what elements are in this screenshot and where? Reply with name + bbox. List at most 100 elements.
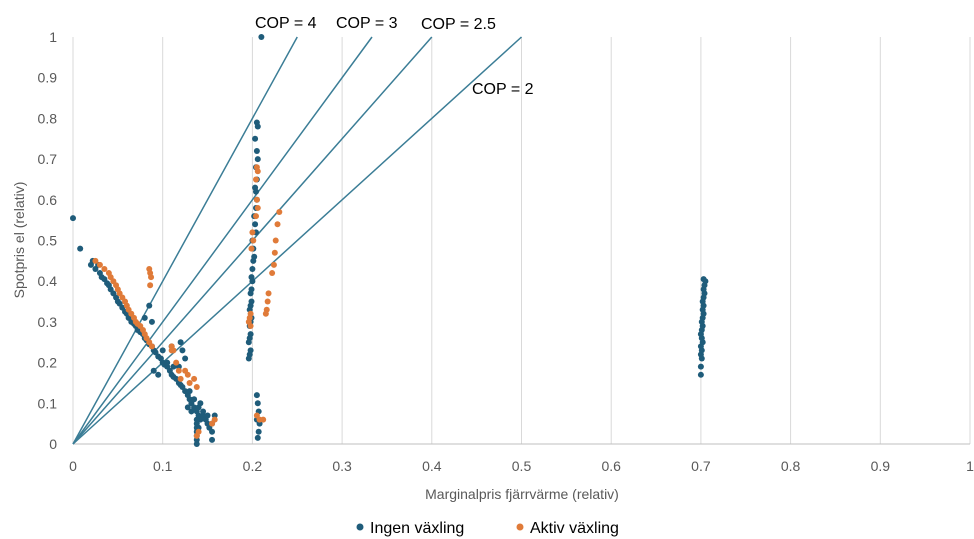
point-aktiv — [168, 347, 175, 354]
point-aktiv — [248, 245, 255, 252]
grid-lines — [162, 37, 971, 444]
point-aktiv — [254, 204, 261, 211]
point-aktiv — [186, 379, 193, 386]
cop-label: COP = 2.5 — [421, 16, 496, 33]
x-tick-label: 0.1 — [153, 458, 173, 474]
y-tick-label: 0 — [49, 436, 57, 452]
x-tick-label: 1 — [966, 458, 974, 474]
y-tick-label: 0.8 — [38, 110, 58, 126]
point-aktiv — [101, 265, 108, 272]
point-ingen — [253, 392, 260, 399]
point-aktiv — [253, 196, 260, 203]
point-ingen — [254, 123, 261, 130]
point-ingen — [159, 347, 166, 354]
y-axis-title: Spotpris el (relativ) — [11, 182, 27, 299]
y-tick-label: 0.6 — [38, 192, 58, 208]
point-ingen — [253, 147, 260, 154]
point-aktiv — [148, 343, 155, 350]
cop-line — [72, 36, 298, 445]
point-aktiv — [148, 274, 155, 281]
point-ingen — [155, 371, 162, 378]
point-ingen — [148, 318, 155, 325]
y-tick-label: 0.9 — [38, 70, 58, 86]
x-tick-label: 0.8 — [781, 458, 801, 474]
point-ingen — [254, 434, 261, 441]
y-tick-label: 0.2 — [38, 355, 58, 371]
cop-lines — [72, 36, 523, 445]
point-ingen — [204, 412, 211, 419]
x-axis-title: Marginalpris fjärrvärme (relativ) — [425, 486, 619, 502]
point-ingen — [245, 355, 252, 362]
point-ingen — [245, 339, 252, 346]
point-aktiv — [184, 371, 191, 378]
legend-label-aktiv: Aktiv växling — [530, 520, 619, 537]
point-aktiv — [247, 322, 254, 329]
cop-label: COP = 4 — [255, 15, 317, 32]
series-ingen-vaxling — [70, 34, 709, 447]
point-ingen — [77, 245, 84, 252]
cop-line — [72, 36, 523, 445]
point-ingen — [254, 400, 261, 407]
point-aktiv — [252, 213, 259, 220]
point-aktiv — [96, 261, 103, 268]
point-ingen — [193, 441, 200, 447]
point-aktiv — [177, 375, 184, 382]
point-ingen — [209, 436, 216, 443]
x-tick-label: 0.5 — [512, 458, 532, 474]
cop-line — [72, 36, 373, 445]
point-ingen — [191, 396, 198, 403]
point-aktiv — [249, 229, 256, 236]
point-aktiv — [193, 384, 200, 391]
cop-label: COP = 3 — [336, 15, 398, 32]
point-aktiv — [173, 359, 180, 366]
point-ingen — [249, 278, 256, 285]
point-aktiv — [269, 270, 276, 277]
point-aktiv — [276, 209, 283, 216]
point-aktiv — [264, 298, 271, 305]
point-ingen — [255, 428, 262, 435]
legend-marker-aktiv — [516, 523, 524, 531]
series-aktiv-vaxling — [92, 164, 283, 439]
x-tick-label: 0.7 — [691, 458, 711, 474]
point-ingen — [184, 404, 191, 411]
y-tick-label: 1 — [49, 29, 57, 45]
y-tick-labels: 0 0.1 0.2 0.3 0.4 0.5 0.6 0.7 0.8 0.9 1 — [38, 29, 58, 452]
point-ingen — [700, 276, 707, 283]
cop-label: COP = 2 — [472, 81, 534, 98]
point-aktiv — [211, 416, 218, 423]
point-aktiv — [92, 257, 99, 264]
point-aktiv — [260, 416, 267, 423]
y-tick-label: 0.3 — [38, 314, 58, 330]
point-ingen — [200, 408, 207, 415]
point-ingen — [249, 265, 256, 272]
point-aktiv — [272, 237, 279, 244]
point-aktiv — [147, 282, 154, 289]
point-aktiv — [254, 168, 261, 175]
point-ingen — [141, 314, 148, 321]
point-ingen — [252, 221, 259, 228]
point-ingen — [252, 135, 259, 142]
point-ingen — [697, 371, 704, 378]
y-tick-label: 0.1 — [38, 395, 58, 411]
point-ingen — [250, 257, 257, 264]
y-tick-label: 0.4 — [38, 273, 58, 289]
point-ingen — [70, 215, 76, 222]
point-ingen — [209, 428, 216, 435]
point-aktiv — [274, 221, 281, 228]
point-aktiv — [262, 310, 269, 317]
legend: Ingen växling Aktiv växling — [356, 520, 619, 537]
legend-label-ingen: Ingen växling — [370, 520, 464, 537]
x-tick-label: 0 — [69, 458, 77, 474]
x-tick-label: 0.6 — [601, 458, 621, 474]
x-tick-label: 0.4 — [422, 458, 442, 474]
point-aktiv — [265, 290, 272, 297]
point-ingen — [188, 408, 195, 415]
y-tick-label: 0.5 — [38, 233, 58, 249]
x-tick-label: 0.3 — [332, 458, 352, 474]
point-ingen — [186, 388, 193, 395]
point-ingen — [182, 355, 189, 362]
point-ingen — [179, 347, 186, 354]
point-ingen — [146, 302, 153, 309]
y-tick-label: 0.7 — [38, 151, 58, 167]
legend-marker-ingen — [356, 523, 364, 531]
